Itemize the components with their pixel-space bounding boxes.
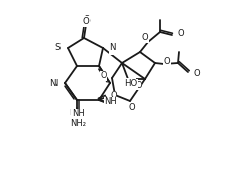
- Text: NH: NH: [72, 109, 84, 118]
- Text: O: O: [142, 34, 148, 42]
- Text: N: N: [109, 44, 115, 53]
- Text: O: O: [135, 81, 142, 89]
- Text: NH: NH: [69, 109, 81, 118]
- Text: N: N: [51, 78, 57, 88]
- Text: NH₂: NH₂: [70, 118, 86, 128]
- Text: O: O: [101, 72, 107, 81]
- Text: O: O: [84, 15, 90, 25]
- Text: N: N: [109, 45, 115, 54]
- Text: O: O: [129, 102, 135, 112]
- Text: HO: HO: [123, 78, 136, 88]
- Text: NH: NH: [104, 98, 117, 108]
- Text: O: O: [164, 57, 170, 65]
- Text: S: S: [54, 44, 60, 53]
- Text: NH: NH: [104, 97, 117, 106]
- Text: O: O: [193, 69, 200, 77]
- Text: N: N: [49, 78, 56, 88]
- Text: O: O: [83, 17, 89, 26]
- Text: O: O: [177, 29, 184, 38]
- Text: NH: NH: [71, 116, 83, 125]
- Text: S: S: [56, 42, 61, 52]
- Text: O: O: [84, 18, 90, 26]
- Text: HO: HO: [124, 80, 137, 89]
- Text: O: O: [110, 92, 117, 101]
